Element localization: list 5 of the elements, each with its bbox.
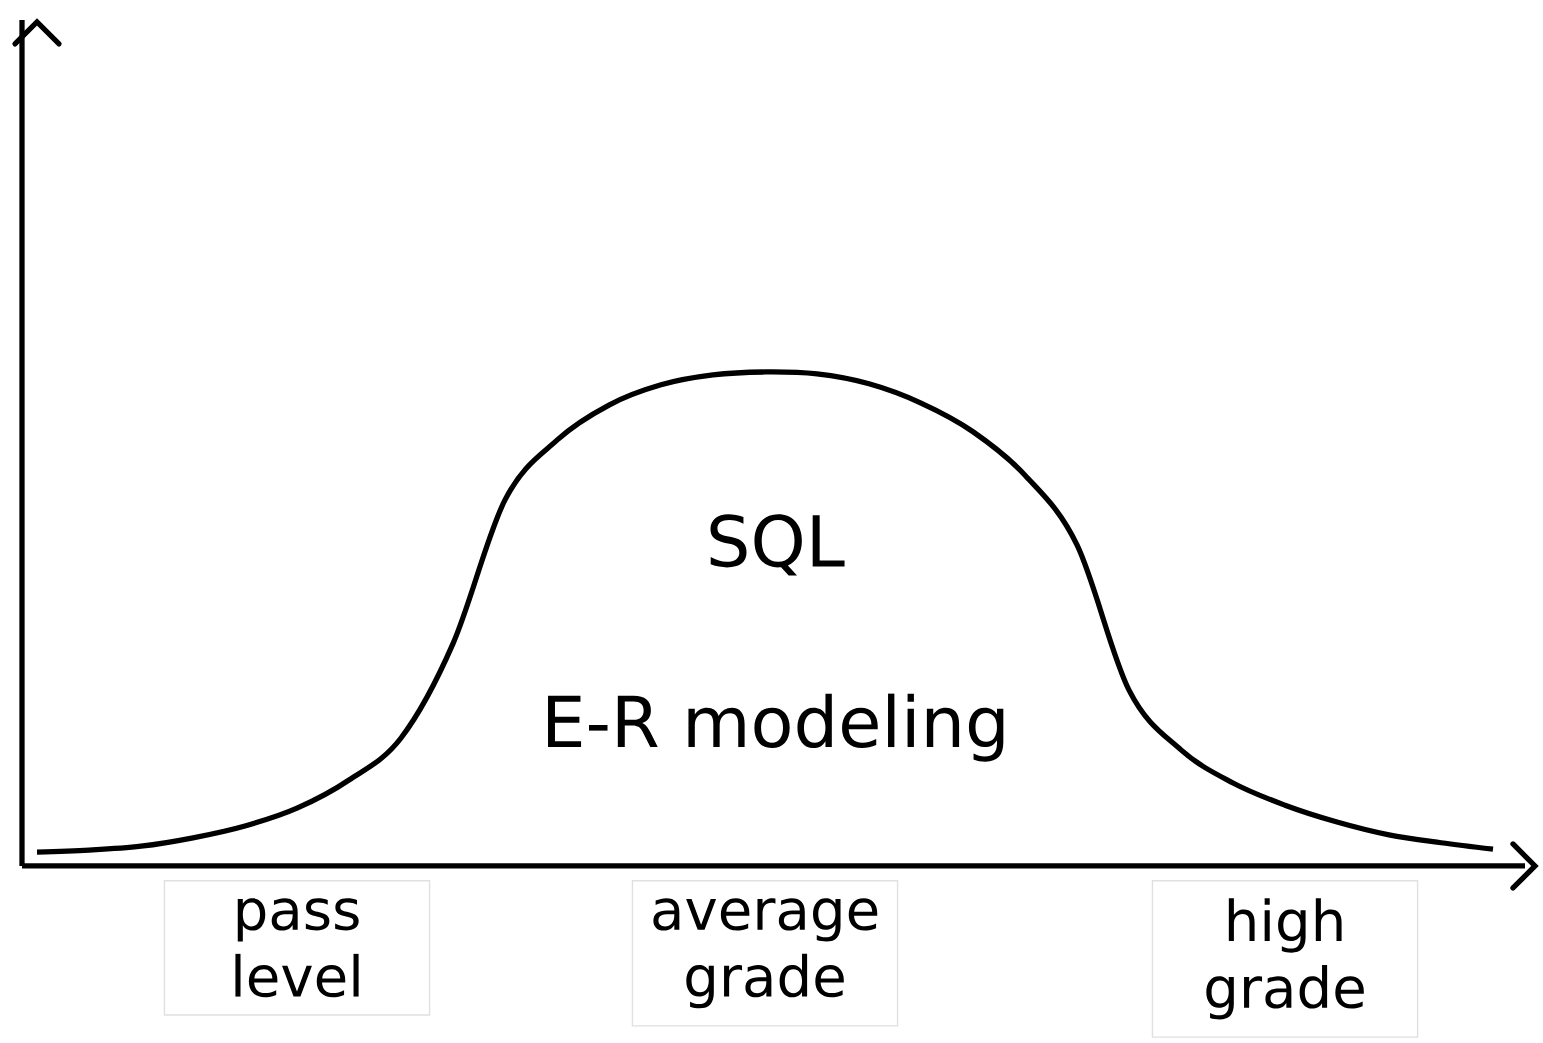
x-tick-label: pass level — [235, 898, 359, 998]
x-tick-label: average grade — [653, 898, 878, 1009]
x-tick-label: high grade — [1206, 898, 1364, 1020]
annotation: SQL — [710, 514, 845, 576]
annotation: E-R modeling — [548, 693, 1004, 762]
